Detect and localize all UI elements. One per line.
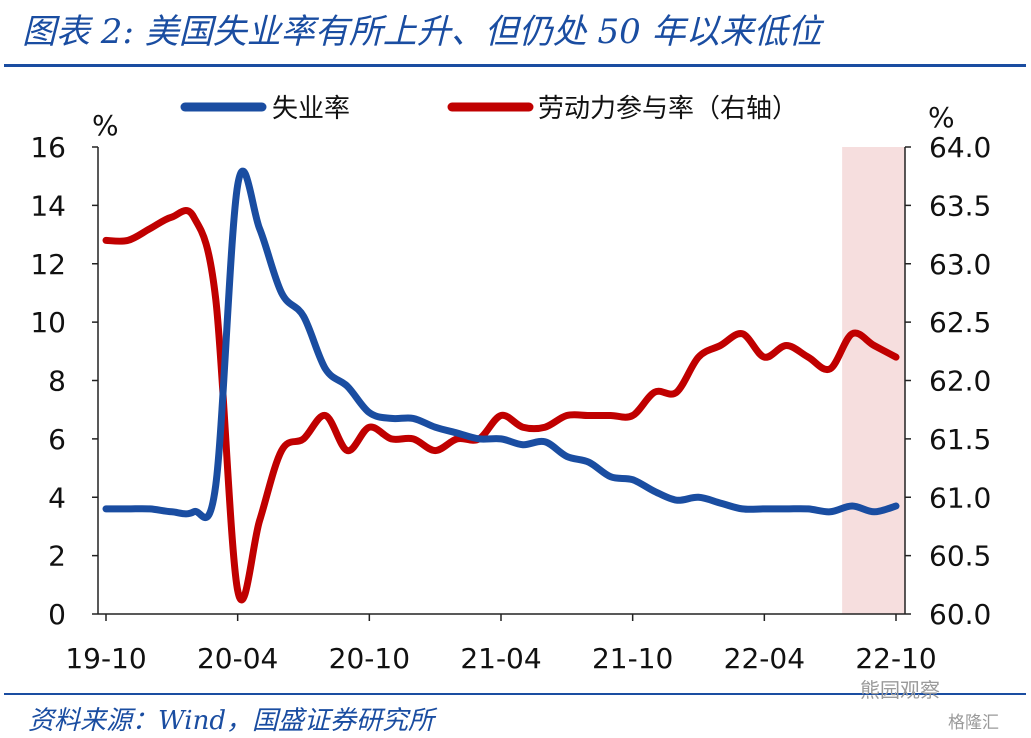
x-axis-tick-label: 21-10 [592, 642, 673, 675]
x-axis-tick-label: 19-10 [65, 642, 146, 675]
left-axis-tick-label: 14 [30, 189, 66, 222]
x-axis-tick-label: 21-04 [460, 642, 541, 675]
right-axis-tick-label: 62.0 [929, 365, 991, 398]
left-axis-tick-label: 4 [48, 481, 66, 514]
series-line-unemployment [102, 167, 900, 522]
chart-title: 图表 2: 美国失业率有所上升、但仍处 50 年以来低位 [22, 12, 822, 52]
right-axis-tick-label: 61.0 [929, 481, 991, 514]
left-axis-tick-label: 6 [48, 423, 66, 456]
left-axis-tick-label: 16 [30, 131, 66, 164]
right-axis-tick-label: 60.0 [929, 598, 991, 631]
right-axis-unit: % [928, 101, 955, 134]
left-axis-tick-label: 0 [48, 598, 66, 631]
right-axis-tick-label: 61.5 [929, 423, 991, 456]
legend-label-participation: 劳动力参与率（右轴） [538, 94, 798, 124]
right-axis-tick-label: 63.5 [929, 189, 991, 222]
left-axis-unit: % [92, 109, 119, 142]
watermark-label: 熊园观察 [860, 678, 940, 702]
footer-rule [4, 693, 1026, 695]
x-axis-tick-label: 22-04 [724, 642, 805, 675]
line-chart: 0 2 4 6 8 10 12 14 16 60.0 60.5 61.0 61.5 62.0 62.5 63.… [30, 94, 991, 675]
left-axis-tick-label: 8 [48, 365, 66, 398]
right-axis-tick-label: 63.0 [929, 248, 991, 281]
watermark-label-secondary: 格隆汇 [948, 713, 999, 733]
shaded-period [842, 147, 905, 614]
right-axis-tick-label: 62.5 [929, 306, 991, 339]
left-axis-tick-label: 12 [30, 248, 66, 281]
left-axis-tick-label: 10 [30, 306, 66, 339]
right-axis-tick-label: 64.0 [929, 131, 991, 164]
source-note: 资料来源：Wind，国盛证券研究所 [28, 706, 434, 736]
title-rule [4, 64, 1026, 67]
right-axis-tick-label: 60.5 [929, 540, 991, 573]
x-axis-tick-label: 20-04 [197, 642, 278, 675]
x-axis-tick-label: 20-10 [329, 642, 410, 675]
left-axis-tick-label: 2 [48, 540, 66, 573]
x-axis-tick-label: 22-10 [855, 642, 936, 675]
legend-label-unemployment: 失业率 [272, 94, 350, 124]
